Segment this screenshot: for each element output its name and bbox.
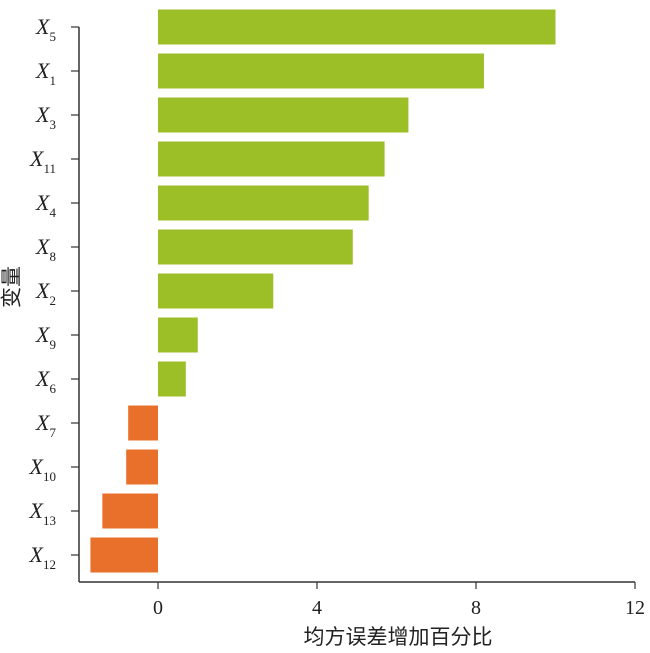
x-tick-label-4: 4 bbox=[312, 597, 322, 619]
bar-x10 bbox=[126, 449, 158, 485]
bar-x9 bbox=[158, 317, 198, 353]
bar-x11 bbox=[158, 141, 385, 177]
y-tick-label-x4: X4 bbox=[35, 190, 56, 220]
x-tick-label-8: 8 bbox=[471, 597, 481, 619]
y-tick-label-x6: X6 bbox=[35, 366, 56, 396]
y-axis-title: 变量 bbox=[0, 266, 24, 308]
bar-x8 bbox=[158, 229, 353, 265]
bar-x5 bbox=[158, 9, 556, 45]
x-axis-title: 均方误差增加百分比 bbox=[304, 625, 493, 649]
bar-x6 bbox=[158, 361, 186, 397]
x-tick-label-0: 0 bbox=[153, 597, 163, 619]
y-tick-label-x10: X10 bbox=[29, 454, 56, 484]
bar-x12 bbox=[90, 537, 158, 573]
bar-x13 bbox=[102, 493, 158, 529]
y-tick-label-x1: X1 bbox=[35, 58, 56, 88]
y-tick-labels: X5 X1 X3 X11 X4 X8 X2 X9 X6 X7 X10 X13 X12 bbox=[29, 14, 57, 572]
y-tick-label-x8: X8 bbox=[35, 234, 56, 264]
y-tick-label-x7: X7 bbox=[35, 410, 56, 440]
y-ticks bbox=[71, 26, 79, 556]
bars-group bbox=[90, 9, 556, 573]
bar-x7 bbox=[128, 405, 158, 441]
y-tick-label-x12: X12 bbox=[29, 542, 56, 572]
x-tick-label-12: 12 bbox=[625, 597, 645, 619]
y-tick-label-x11: X11 bbox=[29, 146, 56, 176]
x-ticks: 0 4 8 12 bbox=[153, 582, 645, 619]
y-tick-label-x13: X13 bbox=[29, 498, 56, 528]
y-tick-label-x2: X2 bbox=[35, 278, 56, 308]
y-tick-label-x5: X5 bbox=[35, 14, 56, 44]
bar-x4 bbox=[158, 185, 369, 221]
bar-x1 bbox=[158, 53, 484, 89]
y-tick-label-x3: X3 bbox=[35, 102, 56, 132]
y-tick-label-x9: X9 bbox=[35, 322, 56, 352]
bar-x3 bbox=[158, 97, 409, 133]
bar-x2 bbox=[158, 273, 274, 309]
